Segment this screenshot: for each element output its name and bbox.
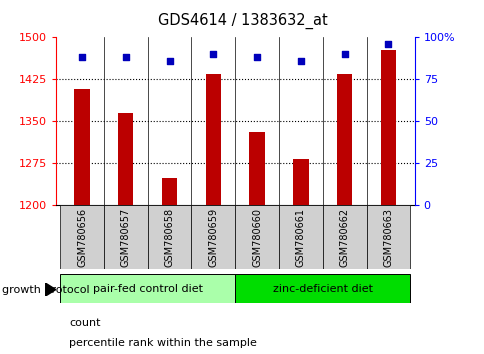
Bar [118,113,133,205]
Bar [148,205,191,269]
Bar [104,205,148,269]
Text: zinc-deficient diet: zinc-deficient diet [272,284,372,293]
Text: GDS4614 / 1383632_at: GDS4614 / 1383632_at [157,12,327,29]
Point [384,41,392,47]
Bar [205,74,221,205]
Bar [235,274,409,303]
Text: percentile rank within the sample: percentile rank within the sample [69,338,257,348]
Point [296,58,304,63]
Bar [336,74,351,205]
Text: GSM780656: GSM780656 [77,207,87,267]
Bar [74,89,90,205]
Bar [249,132,264,205]
Text: GSM780662: GSM780662 [339,207,349,267]
Bar [60,205,104,269]
Point [253,55,260,60]
Text: GSM780658: GSM780658 [164,207,174,267]
Point [340,51,348,57]
Point [121,55,129,60]
Text: growth protocol: growth protocol [2,285,90,295]
Bar [162,178,177,205]
Point [166,58,173,63]
Text: GSM780660: GSM780660 [252,208,261,267]
Text: count: count [69,318,101,328]
Bar [60,274,235,303]
Text: GSM780659: GSM780659 [208,207,218,267]
Bar [235,205,278,269]
Bar [366,205,409,269]
Text: GSM780657: GSM780657 [121,207,131,267]
Point [78,55,86,60]
Bar [293,159,308,205]
Polygon shape [45,283,56,296]
Text: pair-fed control diet: pair-fed control diet [92,284,202,293]
Text: GSM780661: GSM780661 [295,208,305,267]
Bar [380,50,395,205]
Point [209,51,217,57]
Text: GSM780663: GSM780663 [383,208,393,267]
Bar [191,205,235,269]
Bar [322,205,366,269]
Bar [278,205,322,269]
